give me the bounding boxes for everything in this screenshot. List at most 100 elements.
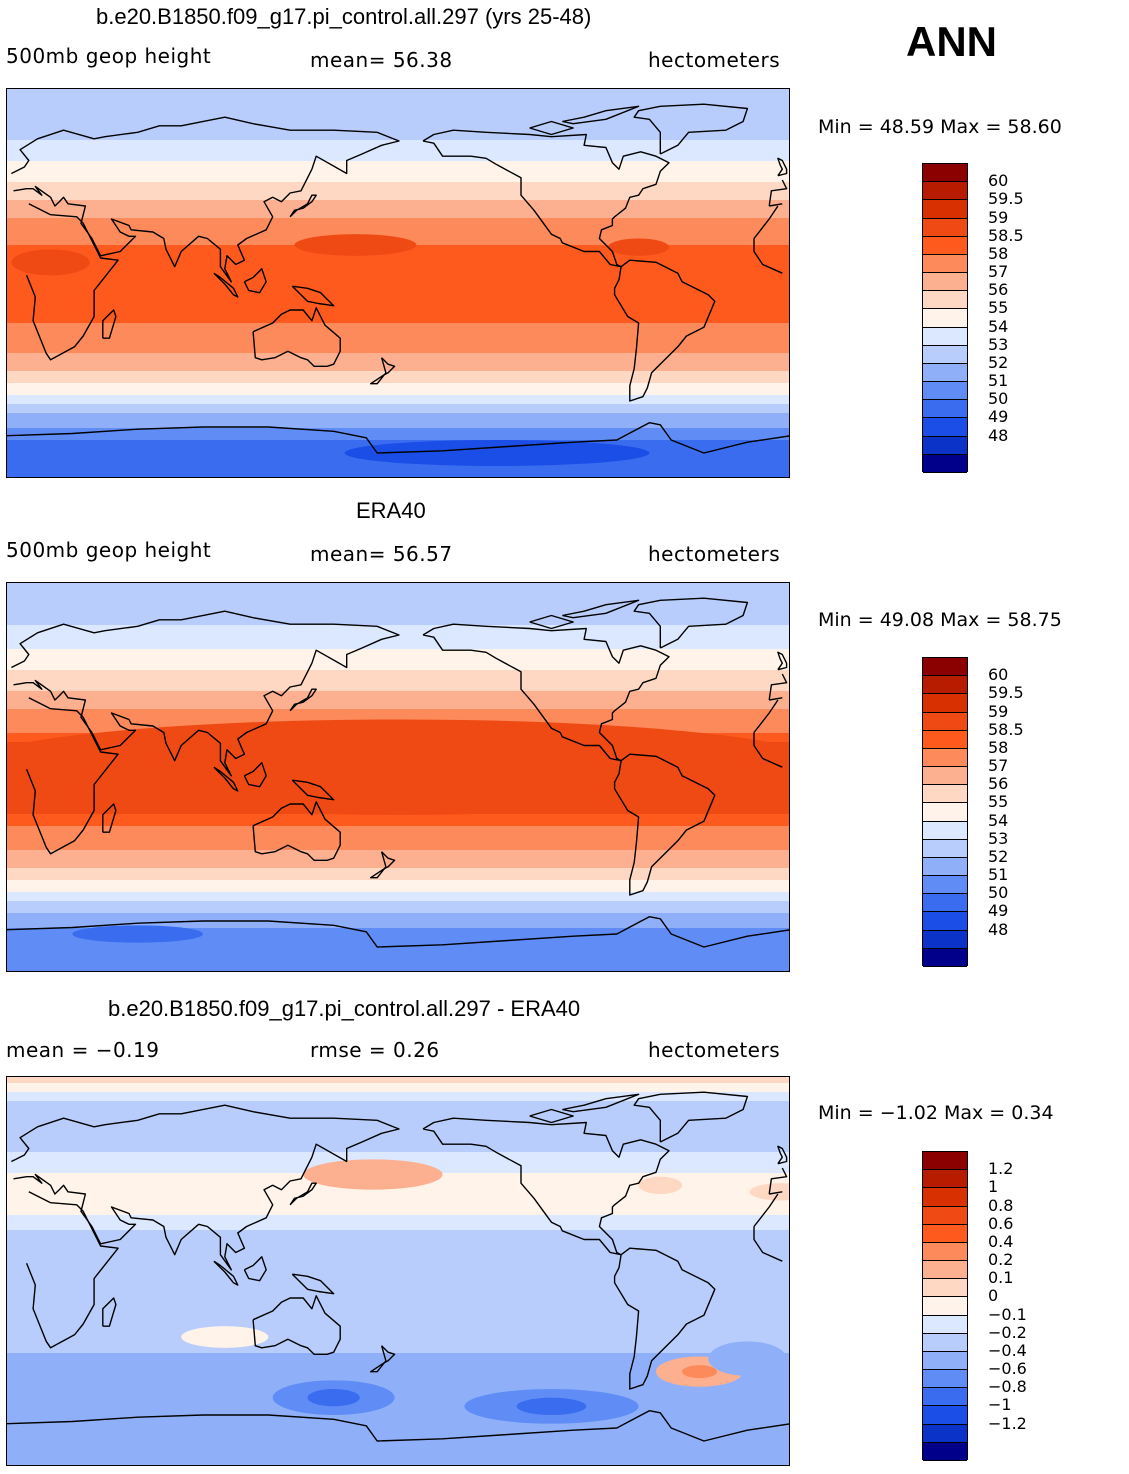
colorbar-tick-label: 58.5 xyxy=(988,719,1024,739)
contour-band xyxy=(7,1194,789,1198)
colorbar-tick-label: 51 xyxy=(988,865,1009,885)
contour-band xyxy=(7,1365,789,1369)
contour-band xyxy=(7,128,789,132)
contour-band xyxy=(7,1251,789,1255)
coastline xyxy=(11,610,788,777)
colorbar-box xyxy=(923,1370,967,1389)
contour-band xyxy=(7,1461,789,1465)
contour-band xyxy=(7,155,789,159)
contour-band xyxy=(7,413,789,417)
colorbar-box xyxy=(923,712,967,731)
contour-band xyxy=(7,1374,789,1378)
contour-band xyxy=(7,1203,789,1207)
contour-band xyxy=(7,883,789,887)
coastline xyxy=(291,285,335,307)
coastline xyxy=(370,851,396,879)
coastline xyxy=(243,268,267,294)
contour-band xyxy=(7,284,789,288)
colorbar-box xyxy=(923,876,967,895)
colorbar-box xyxy=(923,948,967,967)
contour-blob xyxy=(11,249,90,276)
colorbar-tick-label: 55 xyxy=(988,298,1009,318)
colorbar-box xyxy=(923,309,967,328)
coastline xyxy=(7,916,789,948)
colorbar-tick-label: 48 xyxy=(988,919,1009,939)
coastline xyxy=(422,1117,670,1256)
contour-band xyxy=(7,904,789,908)
contour-band xyxy=(7,1419,789,1423)
coastline xyxy=(289,688,317,712)
coastline xyxy=(562,105,640,125)
contour-band xyxy=(7,1263,789,1267)
contour-band xyxy=(7,167,789,171)
colorbar-tick-label: 59 xyxy=(988,207,1009,227)
colorbar-tick-label: 59.5 xyxy=(988,683,1024,703)
colorbar-tick-label: 1 xyxy=(988,1177,999,1197)
contour-band xyxy=(7,158,789,162)
contour-band xyxy=(7,1326,789,1330)
contour-band xyxy=(7,134,789,138)
contour-band xyxy=(7,1227,789,1231)
colorbar-tick-label: 58 xyxy=(988,243,1009,263)
colorbar-tick-label: 60 xyxy=(988,665,1009,685)
coastline xyxy=(25,1191,783,1349)
colorbar-box xyxy=(923,291,967,310)
colorbar-tick-label: 56 xyxy=(988,774,1009,794)
contour-band xyxy=(7,673,789,677)
contour-band xyxy=(7,1077,789,1081)
contour-band xyxy=(7,1422,789,1426)
colorbar-box xyxy=(923,436,967,455)
coastline xyxy=(102,803,117,833)
contour-band xyxy=(7,700,789,704)
contour-band xyxy=(7,907,789,911)
contour-band xyxy=(7,1200,789,1204)
colorbar-box xyxy=(923,839,967,858)
colorbar-tick-label: 58.5 xyxy=(988,225,1024,245)
colorbar-box xyxy=(923,1206,967,1225)
coastline xyxy=(529,614,574,630)
contour-band xyxy=(7,341,789,345)
contour-blob xyxy=(344,440,650,466)
contour-band xyxy=(7,362,789,366)
colorbar xyxy=(922,1151,968,1461)
contour-band xyxy=(7,206,789,210)
contour-band xyxy=(7,431,789,435)
contour-band xyxy=(7,1302,789,1306)
contour-band xyxy=(7,850,789,854)
contour-band xyxy=(7,281,789,285)
contour-band xyxy=(7,104,789,108)
coastline xyxy=(213,1260,239,1286)
contour-band xyxy=(7,829,789,833)
minmax-label: Min = 48.59 Max = 58.60 xyxy=(818,116,1062,138)
contour-band xyxy=(7,1329,789,1333)
coastline xyxy=(370,1345,396,1373)
contour-band xyxy=(7,275,789,279)
contour-band xyxy=(7,601,789,605)
colorbar-box xyxy=(923,327,967,346)
contour-band xyxy=(7,709,789,713)
contour-band xyxy=(7,1260,789,1264)
contour-band xyxy=(7,595,789,599)
coastline xyxy=(102,309,117,339)
contour-band xyxy=(7,592,789,596)
contour-band xyxy=(7,862,789,866)
contour-band xyxy=(7,131,789,135)
colorbar-box xyxy=(923,857,967,877)
colorbar-tick-label: 0.1 xyxy=(988,1268,1014,1288)
contour-band xyxy=(7,404,789,408)
contour-band xyxy=(7,395,789,399)
contour-band xyxy=(7,1377,789,1381)
units-label: hectometers xyxy=(648,48,781,72)
colorbar-tick-label: 59 xyxy=(988,701,1009,721)
coastline xyxy=(613,1247,716,1390)
contour-band xyxy=(7,227,789,231)
colorbar-box xyxy=(923,382,967,401)
contour-band xyxy=(7,1197,789,1201)
contour-band xyxy=(7,664,789,668)
colorbar-box xyxy=(923,1388,967,1407)
colorbar-tick-label: −0.6 xyxy=(988,1359,1027,1379)
contour-band xyxy=(7,895,789,899)
colorbar-box xyxy=(923,1279,967,1298)
contour-band xyxy=(7,937,789,941)
contour-band xyxy=(7,1215,789,1219)
